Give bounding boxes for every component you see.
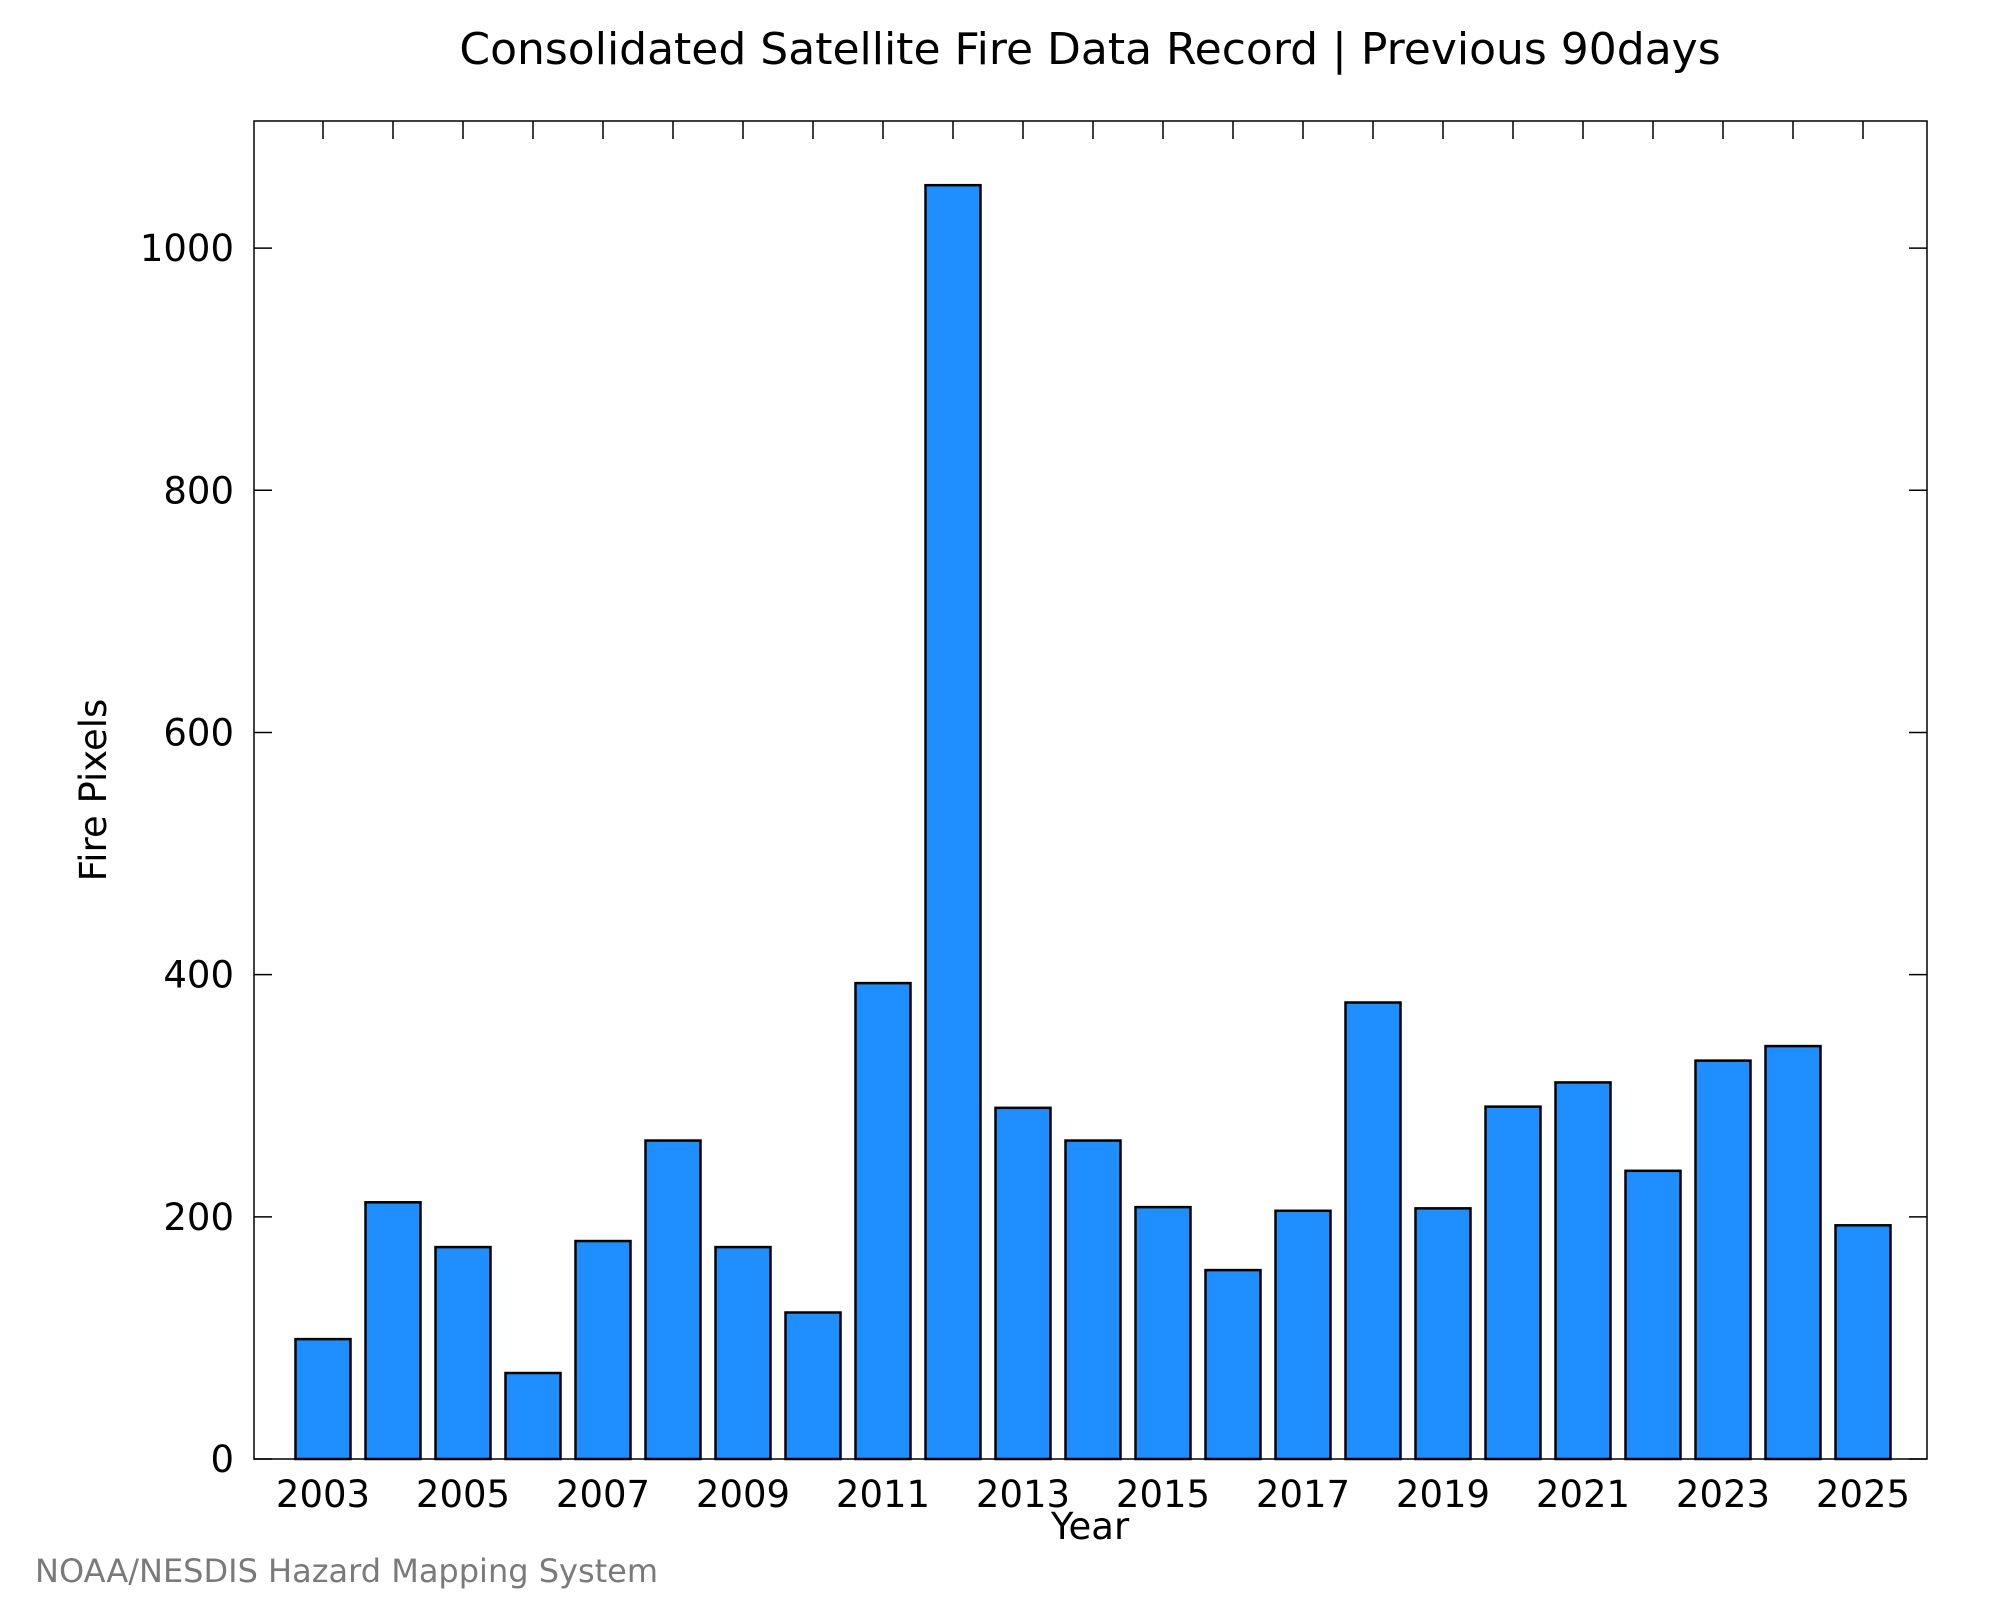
bar-2008 xyxy=(644,1139,702,1461)
x-axis-ticks: 2003 2005 2007 2009 2011 2013 2015 2017 2019 2021… xyxy=(276,121,1910,1516)
bar-2016 xyxy=(1204,1268,1262,1461)
bar-2021 xyxy=(1554,1081,1612,1461)
x-tick-label: 2025 xyxy=(1816,1473,1910,1516)
y-tick-label: 800 xyxy=(163,469,234,512)
bar-2012 xyxy=(924,183,982,1461)
bar-2010 xyxy=(784,1311,842,1461)
bar-2009 xyxy=(714,1245,772,1461)
x-tick-label: 2021 xyxy=(1536,1473,1630,1516)
x-tick-label: 2015 xyxy=(1116,1473,1210,1516)
footer-credit: NOAA/NESDIS Hazard Mapping System xyxy=(35,1552,658,1590)
bar-2017 xyxy=(1274,1209,1332,1461)
chart-title: Consolidated Satellite Fire Data Record … xyxy=(459,24,1720,75)
bar-2022 xyxy=(1624,1169,1682,1461)
y-tick-label: 200 xyxy=(163,1196,234,1239)
bar-2007 xyxy=(574,1239,632,1461)
bar-2004 xyxy=(364,1201,422,1461)
x-tick-label: 2017 xyxy=(1256,1473,1350,1516)
bar-2023 xyxy=(1694,1059,1752,1461)
y-tick-label: 600 xyxy=(163,711,234,754)
x-tick-label: 2007 xyxy=(556,1473,650,1516)
bars-group xyxy=(294,183,1892,1461)
bar-2018 xyxy=(1344,1001,1402,1461)
bar-2020 xyxy=(1484,1105,1542,1461)
x-tick-label: 2009 xyxy=(696,1473,790,1516)
x-tick-label: 2019 xyxy=(1396,1473,1490,1516)
x-tick-label: 2023 xyxy=(1676,1473,1770,1516)
x-tick-label: 2005 xyxy=(416,1473,510,1516)
y-tick-label: 0 xyxy=(210,1438,234,1481)
bar-2014 xyxy=(1064,1139,1122,1461)
bar-2003 xyxy=(294,1337,352,1461)
x-axis-label: Year xyxy=(1050,1505,1130,1548)
bar-2025 xyxy=(1834,1224,1892,1461)
bar-2019 xyxy=(1414,1207,1472,1461)
bar-2006 xyxy=(504,1371,562,1461)
bar-2005 xyxy=(434,1245,492,1461)
bar-2011 xyxy=(854,981,912,1461)
x-tick-label: 2003 xyxy=(276,1473,370,1516)
y-axis-ticks: 0 200 400 600 800 1000 xyxy=(140,227,1927,1481)
x-tick-label: 2013 xyxy=(976,1473,1070,1516)
y-tick-label: 400 xyxy=(163,954,234,997)
x-tick-label: 2011 xyxy=(836,1473,930,1516)
y-axis-label: Fire Pixels xyxy=(72,699,115,882)
bar-2015 xyxy=(1134,1205,1192,1461)
bar-2013 xyxy=(994,1106,1052,1461)
bar-2024 xyxy=(1764,1044,1822,1461)
y-tick-label: 1000 xyxy=(140,227,234,270)
